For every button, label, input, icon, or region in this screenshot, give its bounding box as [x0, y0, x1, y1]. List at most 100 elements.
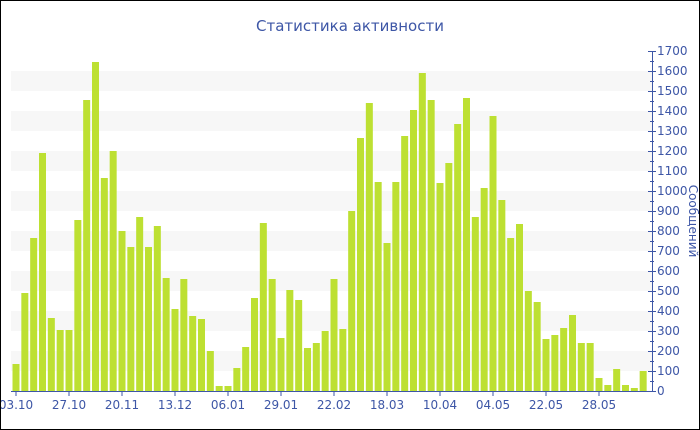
bar: [348, 211, 356, 391]
bar: [259, 223, 267, 391]
bar: [286, 290, 294, 391]
bar: [312, 343, 320, 391]
bar: [277, 338, 285, 391]
bar: [613, 369, 621, 391]
bar: [524, 291, 532, 391]
bar: [542, 339, 550, 391]
bar: [206, 351, 214, 391]
bar: [480, 188, 488, 391]
y-tick-label: 1600: [657, 64, 688, 78]
y-tick-label: 800: [657, 224, 680, 238]
y-tick-label: 900: [657, 204, 680, 218]
bar: [516, 224, 523, 391]
bar: [357, 138, 364, 391]
y-tick-label: 1000: [657, 184, 688, 198]
y-tick-label: 1100: [657, 164, 688, 178]
bar: [427, 100, 435, 391]
bar: [471, 217, 479, 391]
bar: [268, 279, 276, 391]
bar: [242, 347, 250, 391]
y-tick-label: 1500: [657, 84, 688, 98]
y-tick-label: 100: [657, 364, 680, 378]
bar: [436, 183, 444, 391]
x-tick-label: 10.04: [423, 398, 457, 412]
bar: [622, 385, 629, 391]
bar: [65, 330, 73, 391]
bar: [321, 331, 329, 391]
bar: [392, 182, 400, 391]
bar: [251, 298, 258, 391]
bar: [74, 220, 82, 391]
x-tick-label: 22.02: [317, 398, 351, 412]
bar: [136, 217, 144, 391]
y-tick-label: 300: [657, 324, 680, 338]
bar: [630, 388, 638, 391]
bar: [365, 103, 373, 391]
y-tick-label: 1700: [657, 44, 688, 58]
grid-band: [11, 151, 652, 171]
bar: [418, 73, 426, 391]
bar: [189, 316, 197, 391]
bar: [304, 348, 311, 391]
bar: [463, 98, 470, 391]
bar: [21, 293, 29, 391]
x-tick-label: 06.01: [211, 398, 245, 412]
y-tick-label: 1200: [657, 144, 688, 158]
bar: [215, 386, 223, 391]
chart-title: Статистика активности: [256, 17, 444, 35]
bar: [339, 329, 347, 391]
x-tick-label: 27.10: [52, 398, 86, 412]
bar: [489, 116, 497, 391]
x-tick-label: 13.12: [158, 398, 192, 412]
bar: [39, 153, 46, 391]
grid-band: [11, 71, 652, 91]
bar: [604, 385, 612, 391]
bar: [224, 386, 232, 391]
bar: [30, 238, 38, 391]
bar: [639, 371, 647, 391]
bar: [92, 62, 99, 391]
bar: [533, 302, 541, 391]
bar: [12, 364, 20, 391]
bar: [330, 279, 338, 391]
bar: [198, 319, 205, 391]
bar: [560, 328, 568, 391]
bar: [410, 110, 417, 391]
bar: [595, 378, 603, 391]
bar: [454, 124, 462, 391]
bar: [586, 343, 594, 391]
bar: [295, 300, 303, 391]
bar: [153, 226, 161, 391]
bar: [171, 309, 179, 391]
grid-band: [11, 111, 652, 131]
y-axis-label: Сообщений: [686, 185, 699, 258]
bar: [374, 182, 382, 391]
y-tick-label: 200: [657, 344, 680, 358]
y-tick-label: 700: [657, 244, 680, 258]
bar: [383, 243, 391, 391]
bar: [401, 136, 409, 391]
bar: [145, 247, 152, 391]
y-tick-label: 400: [657, 304, 680, 318]
x-tick-label: 28.05: [582, 398, 616, 412]
x-tick-label: 04.05: [476, 398, 510, 412]
x-tick-label: 03.10: [1, 398, 33, 412]
bar: [162, 278, 170, 391]
bar: [233, 368, 241, 391]
bar: [83, 100, 91, 391]
bar: [47, 318, 55, 391]
x-tick-label: 20.11: [105, 398, 139, 412]
x-tick-label: 22.05: [529, 398, 563, 412]
bar: [180, 279, 188, 391]
bar: [498, 200, 506, 391]
bar: [507, 238, 515, 391]
bar: [56, 330, 64, 391]
x-tick-label: 29.01: [264, 398, 298, 412]
bar: [118, 231, 126, 391]
bar: [569, 315, 576, 391]
bar: [551, 335, 559, 391]
y-tick-label: 500: [657, 284, 680, 298]
y-tick-label: 0: [657, 384, 665, 398]
